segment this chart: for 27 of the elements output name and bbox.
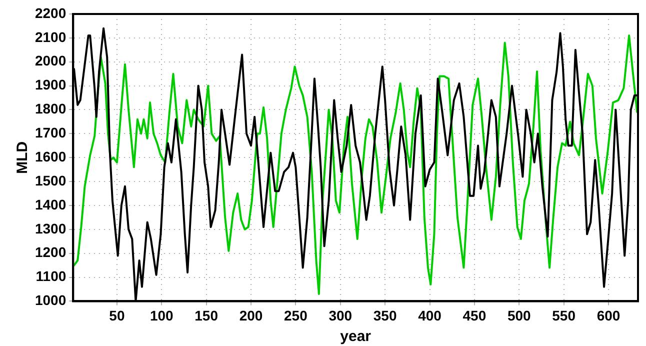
- x-axis-title: year: [340, 328, 372, 346]
- y-tick-label: 1200: [34, 244, 66, 260]
- x-tick-label: 150: [194, 307, 218, 324]
- y-tick-label: 1000: [34, 292, 66, 308]
- x-tick-label: 350: [373, 307, 397, 324]
- y-axis-title: MLD: [14, 141, 32, 174]
- y-tick-label: 1500: [34, 172, 66, 188]
- y-tick-label: 2200: [34, 4, 66, 21]
- y-tick-label: 1600: [34, 148, 66, 164]
- x-tick-label: 400: [418, 307, 442, 324]
- x-tick-label: 550: [552, 307, 576, 324]
- y-tick-label: 2100: [34, 28, 66, 45]
- y-tick-label: 1300: [34, 220, 66, 236]
- x-tick-label: 50: [109, 307, 125, 324]
- y-tick-label: 2000: [34, 52, 66, 69]
- x-tick-label: 200: [239, 307, 263, 324]
- x-tick-label: 500: [507, 307, 532, 324]
- y-tick-label: 1900: [34, 76, 66, 93]
- x-tick-label: 100: [150, 307, 174, 324]
- x-tick-label: 300: [328, 307, 352, 324]
- y-tick-label: 1400: [34, 196, 66, 212]
- y-tick-label: 1700: [34, 124, 66, 141]
- y-tick-label: 1800: [34, 100, 66, 117]
- y-tick-label: 1100: [36, 268, 66, 284]
- x-tick-label: 450: [462, 307, 486, 324]
- x-tick-label: 250: [284, 307, 308, 324]
- x-tick-label: 600: [596, 307, 620, 324]
